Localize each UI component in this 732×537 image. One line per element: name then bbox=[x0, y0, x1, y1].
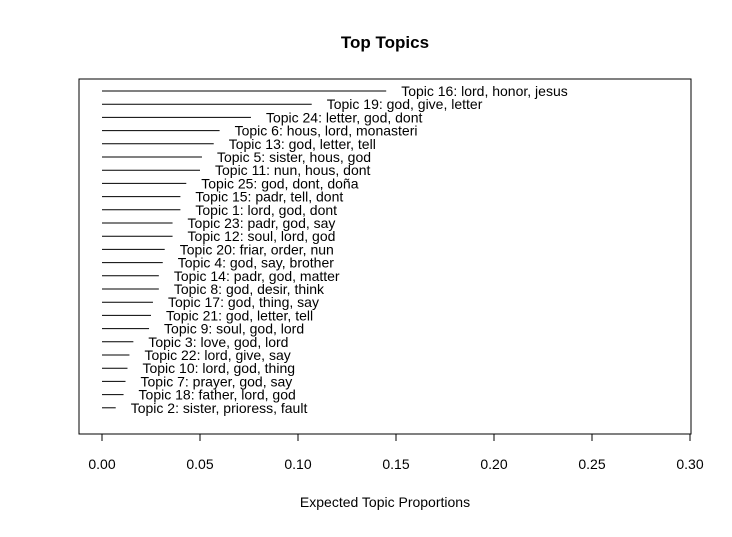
x-tick-label: 0.00 bbox=[88, 456, 115, 472]
topic-label: Topic 18: father, lord, god bbox=[139, 387, 296, 403]
x-tick-label: 0.30 bbox=[676, 456, 703, 472]
topic-label: Topic 13: god, letter, tell bbox=[229, 136, 376, 152]
topic-label: Topic 14: padr, god, matter bbox=[174, 268, 340, 284]
topic-label: Topic 10: lord, god, thing bbox=[142, 360, 295, 376]
x-tick-label: 0.05 bbox=[186, 456, 213, 472]
topic-label: Topic 2: sister, prioress, fault bbox=[131, 400, 308, 416]
topic-label: Topic 17: god, thing, say bbox=[168, 294, 319, 310]
topic-label: Topic 3: love, god, lord bbox=[148, 334, 288, 350]
x-tick-label: 0.10 bbox=[284, 456, 311, 472]
x-tick-label: 0.15 bbox=[382, 456, 409, 472]
topic-label: Topic 21: god, letter, tell bbox=[166, 307, 313, 323]
topic-label: Topic 5: sister, hous, god bbox=[217, 149, 371, 165]
topic-label: Topic 7: prayer, god, say bbox=[141, 373, 293, 389]
topic-label: Topic 20: friar, order, nun bbox=[180, 241, 334, 257]
topic-label: Topic 19: god, give, letter bbox=[327, 96, 483, 112]
x-axis-label: Expected Topic Proportions bbox=[300, 494, 470, 510]
topic-label: Topic 15: padr, tell, dont bbox=[195, 189, 343, 205]
topic-label: Topic 22: lord, give, say bbox=[144, 347, 290, 363]
topic-label: Topic 12: soul, lord, god bbox=[188, 228, 336, 244]
x-tick-label: 0.25 bbox=[578, 456, 605, 472]
topic-label: Topic 4: god, say, brother bbox=[178, 255, 334, 271]
topic-label: Topic 16: lord, honor, jesus bbox=[401, 83, 568, 99]
x-axis: 0.00 0.05 0.10 0.15 0.20 0.25 0.30 bbox=[88, 433, 704, 472]
topic-label: Topic 11: nun, hous, dont bbox=[215, 162, 371, 178]
topic-label: Topic 23: padr, god, say bbox=[188, 215, 336, 231]
x-ticks: 0.00 0.05 0.10 0.15 0.20 0.25 0.30 bbox=[88, 434, 704, 472]
topic-label: Topic 25: god, dont, doña bbox=[201, 175, 358, 191]
chart-title: Top Topics bbox=[341, 33, 429, 52]
bars-layer bbox=[102, 90, 387, 409]
topic-label: Topic 9: soul, god, lord bbox=[164, 321, 304, 337]
topic-label: Topic 1: lord, god, dont bbox=[195, 202, 337, 218]
x-tick-label: 0.20 bbox=[480, 456, 507, 472]
topic-label: Topic 8: god, desir, think bbox=[174, 281, 325, 297]
topic-label: Topic 6: hous, lord, monasteri bbox=[235, 123, 418, 139]
topic-label: Topic 24: letter, god, dont bbox=[266, 109, 423, 125]
